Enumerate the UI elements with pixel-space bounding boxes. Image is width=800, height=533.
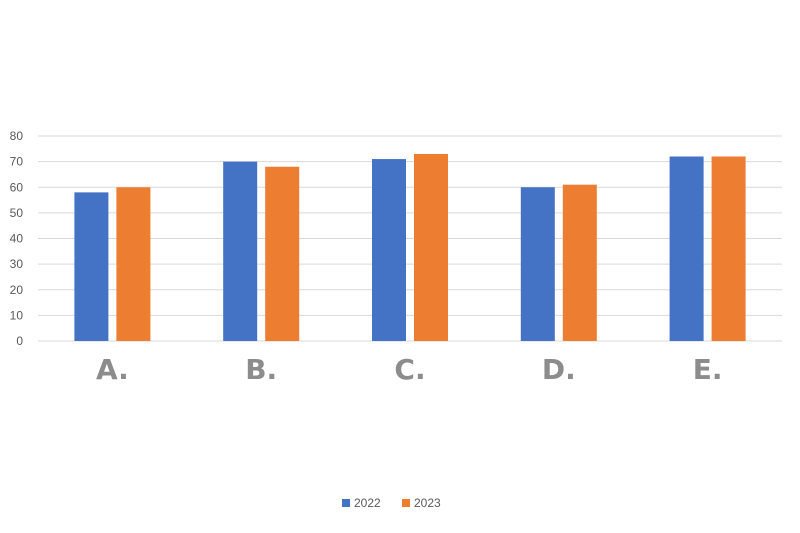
y-tick-label: 30 [10, 257, 24, 271]
x-axis-ticks: A. B. C. D. E. [96, 353, 722, 386]
bars [74, 153, 746, 341]
y-tick-label: 40 [10, 232, 24, 246]
bar-2022-c [372, 159, 406, 341]
bar-2023-a [116, 187, 151, 341]
x-tick-label: B. [245, 353, 277, 386]
x-tick-label: D. [542, 353, 576, 386]
y-tick-label: 10 [10, 308, 24, 322]
bar-2023-e [711, 156, 746, 341]
bar-2022-d [520, 187, 555, 341]
bar-2023-d [562, 184, 597, 341]
bar-2023-c [414, 153, 448, 341]
legend: 2022 2023 [342, 496, 441, 510]
bar-2022-b [223, 161, 258, 341]
y-tick-label: 60 [10, 180, 24, 194]
y-tick-label: 50 [10, 206, 24, 220]
y-tick-label: 80 [10, 129, 24, 143]
bar-2023-b [265, 166, 300, 341]
bar-2022-a [74, 192, 109, 341]
bar-2022-e [669, 156, 704, 341]
y-tick-label: 0 [16, 334, 23, 348]
y-tick-label: 20 [10, 283, 24, 297]
x-tick-label: C. [394, 353, 425, 386]
legend-label-2022: 2022 [354, 496, 381, 510]
legend-swatch-2022 [342, 499, 350, 507]
legend-swatch-2023 [402, 499, 410, 507]
y-axis-ticks: 0 10 20 30 40 50 60 70 80 [10, 129, 24, 348]
x-tick-label: A. [96, 353, 129, 386]
legend-label-2023: 2023 [414, 496, 441, 510]
y-tick-label: 70 [10, 155, 24, 169]
gridlines [38, 135, 782, 342]
x-tick-label: E. [693, 353, 723, 386]
